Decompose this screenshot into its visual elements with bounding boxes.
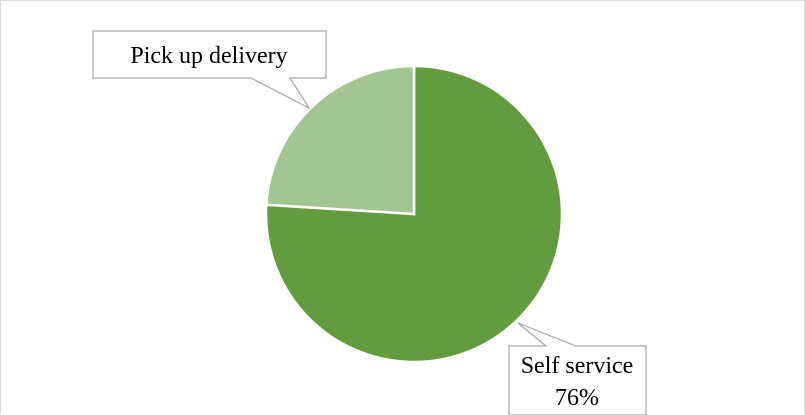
callout-box-self-service xyxy=(508,322,647,415)
callout-box-pick-up-delivery xyxy=(92,30,327,110)
pie-slice-pick-up-delivery xyxy=(264,64,416,216)
callout-pick-up-delivery: Pick up delivery xyxy=(92,30,327,110)
data-label-self-service-name: Self service xyxy=(521,353,634,379)
data-label-pick-up-delivery: Pick up delivery xyxy=(130,43,287,69)
data-label-self-service-value: 76% xyxy=(555,385,599,411)
callout-self-service: Self service 76% xyxy=(508,322,647,415)
pie-slices xyxy=(264,64,564,364)
